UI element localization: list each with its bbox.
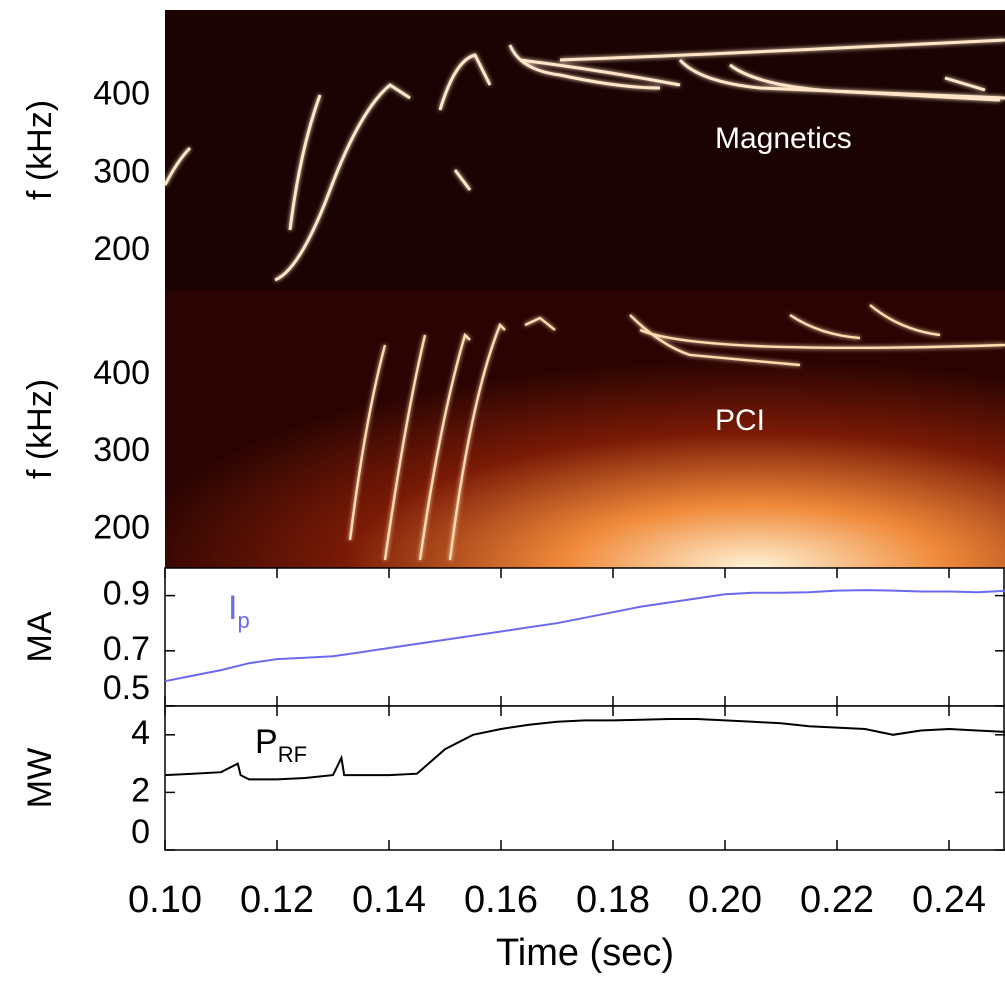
y-tick-label: 300 xyxy=(93,431,150,469)
y-tick-label: 200 xyxy=(93,230,150,268)
y-tick-label: 4 xyxy=(131,714,150,752)
y-tick-label: 400 xyxy=(93,354,150,392)
annotation-text: I xyxy=(228,589,237,627)
y-tick-label: 0.9 xyxy=(103,575,150,613)
x-tick-label: 0.12 xyxy=(240,879,314,921)
annotation-subscript: RF xyxy=(278,742,307,767)
annotation: PRF xyxy=(255,723,307,767)
y-tick-label: 400 xyxy=(93,75,150,113)
y-tick-label: 200 xyxy=(93,508,150,546)
y-axis-label: MA xyxy=(21,611,59,662)
annotation: PCI xyxy=(715,404,765,437)
plot-area xyxy=(164,10,1005,851)
pci-traces xyxy=(348,304,1005,561)
y-tick-label: 0.5 xyxy=(103,669,150,707)
y-axis-label: MW xyxy=(21,748,59,808)
line xyxy=(164,718,1005,781)
axes: 200 300 400 f (kHz) Magnetics 200 300 400 f (kHz… xyxy=(21,75,1005,974)
x-tick-label: 0.20 xyxy=(688,879,762,921)
y-axis-label: f (kHz) xyxy=(21,100,59,200)
x-tick-label: 0.16 xyxy=(464,879,538,921)
y-tick-label: 2 xyxy=(131,771,150,809)
x-tick-label: 0.18 xyxy=(576,879,650,921)
x-tick-label: 0.22 xyxy=(800,879,874,921)
line xyxy=(164,589,1005,683)
x-tick-label: 0.14 xyxy=(352,879,426,921)
y-axis-label: f (kHz) xyxy=(21,379,59,479)
y-tick-label: 300 xyxy=(93,152,150,190)
annotation-subscript: p xyxy=(237,608,249,633)
x-axis-label: Time (sec) xyxy=(496,932,674,974)
annotation: Ip xyxy=(228,589,250,633)
magnetics-traces xyxy=(163,38,1005,282)
y-tick-label: 0 xyxy=(131,813,150,851)
y-tick-label: 0.7 xyxy=(103,630,150,668)
annotation: Magnetics xyxy=(715,122,852,155)
panel-frame xyxy=(164,567,1005,707)
x-tick-label: 0.10 xyxy=(128,879,202,921)
spectrogram xyxy=(165,290,1005,568)
x-tick-label: 0.24 xyxy=(912,879,986,921)
annotation-text: P xyxy=(255,723,278,761)
spectrogram xyxy=(165,10,1005,290)
